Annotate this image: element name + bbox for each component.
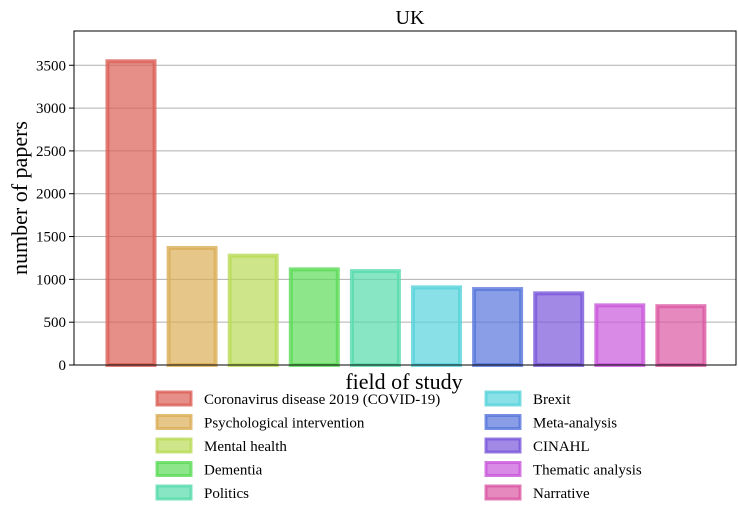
- y-tick-label: 1000: [36, 272, 66, 288]
- y-tick-label: 500: [44, 315, 67, 331]
- bar: [166, 245, 218, 367]
- bars: [105, 59, 707, 368]
- legend-label: Dementia: [204, 463, 263, 479]
- y-tick-label: 1500: [36, 230, 66, 246]
- bar: [227, 253, 279, 368]
- bar: [472, 287, 524, 368]
- legend-swatch: [155, 390, 193, 407]
- legend-swatch: [155, 414, 193, 430]
- legend-label: Mental health: [204, 439, 287, 455]
- legend-label: Psychological intervention: [204, 416, 365, 432]
- bar: [288, 267, 340, 367]
- legend-label: Thematic analysis: [533, 463, 642, 479]
- bar: [533, 291, 585, 368]
- legend-label: Politics: [204, 486, 249, 502]
- legend-label: Narrative: [533, 486, 590, 502]
- plot-frame: [73, 30, 737, 366]
- bar: [594, 303, 646, 368]
- legend-swatch: [484, 390, 522, 407]
- y-tick-label: 2500: [36, 144, 66, 160]
- legend: Coronavirus disease 2019 (COVID-19) Psych…: [155, 390, 642, 502]
- bar: [411, 285, 462, 368]
- legend-swatch: [155, 461, 193, 477]
- legend-swatch: [155, 484, 193, 501]
- y-axis-label: number of papers: [7, 121, 32, 275]
- legend-swatch: [155, 437, 193, 454]
- legend-swatch: [484, 437, 522, 454]
- legend-swatch: [484, 414, 522, 430]
- legend-label: Coronavirus disease 2019 (COVID-19): [204, 392, 440, 408]
- legend-swatch: [484, 484, 522, 501]
- legend-label: Meta-analysis: [533, 416, 617, 432]
- x-axis-label: field of study: [345, 369, 462, 394]
- bar: [349, 269, 401, 368]
- legend-swatch: [484, 461, 522, 477]
- legend-label: CINAHL: [533, 439, 590, 455]
- bar: [655, 304, 707, 368]
- chart-title: UK: [396, 7, 425, 29]
- y-tick-label: 2000: [36, 187, 66, 203]
- y-tick-label: 3000: [36, 101, 66, 117]
- y-tick-label: 3500: [36, 58, 66, 74]
- y-axis-ticks: 0 500 1000 1500 2000 2500 3000 3500: [36, 58, 74, 374]
- bar: [105, 59, 157, 368]
- y-tick-label: 0: [59, 358, 67, 374]
- legend-label: Brexit: [533, 392, 571, 408]
